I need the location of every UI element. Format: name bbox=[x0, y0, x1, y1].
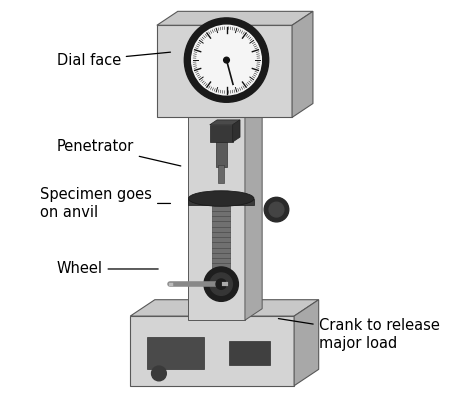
Circle shape bbox=[269, 202, 284, 217]
Polygon shape bbox=[157, 12, 313, 25]
Polygon shape bbox=[216, 140, 227, 166]
Circle shape bbox=[184, 18, 269, 102]
Circle shape bbox=[216, 279, 227, 289]
Polygon shape bbox=[130, 300, 319, 316]
Polygon shape bbox=[210, 125, 233, 142]
Polygon shape bbox=[219, 164, 224, 183]
Polygon shape bbox=[245, 34, 262, 320]
Circle shape bbox=[224, 57, 229, 63]
Circle shape bbox=[210, 273, 232, 296]
Text: Wheel: Wheel bbox=[56, 261, 158, 277]
Polygon shape bbox=[146, 337, 204, 369]
Polygon shape bbox=[189, 199, 254, 206]
Polygon shape bbox=[294, 300, 319, 386]
Polygon shape bbox=[292, 12, 313, 118]
Polygon shape bbox=[130, 316, 294, 386]
Text: Crank to release
major load: Crank to release major load bbox=[278, 319, 439, 351]
Polygon shape bbox=[212, 206, 230, 279]
Polygon shape bbox=[210, 120, 240, 125]
Ellipse shape bbox=[189, 191, 254, 206]
Circle shape bbox=[264, 197, 289, 222]
Polygon shape bbox=[157, 25, 292, 118]
Circle shape bbox=[204, 267, 238, 301]
Text: Specimen goes
on anvil: Specimen goes on anvil bbox=[40, 187, 171, 219]
Text: Dial face: Dial face bbox=[56, 52, 171, 67]
Polygon shape bbox=[188, 46, 245, 320]
Circle shape bbox=[191, 25, 261, 95]
Circle shape bbox=[152, 366, 166, 381]
Text: Penetrator: Penetrator bbox=[56, 139, 181, 166]
Polygon shape bbox=[228, 341, 270, 365]
Polygon shape bbox=[188, 34, 262, 46]
Polygon shape bbox=[233, 120, 240, 142]
